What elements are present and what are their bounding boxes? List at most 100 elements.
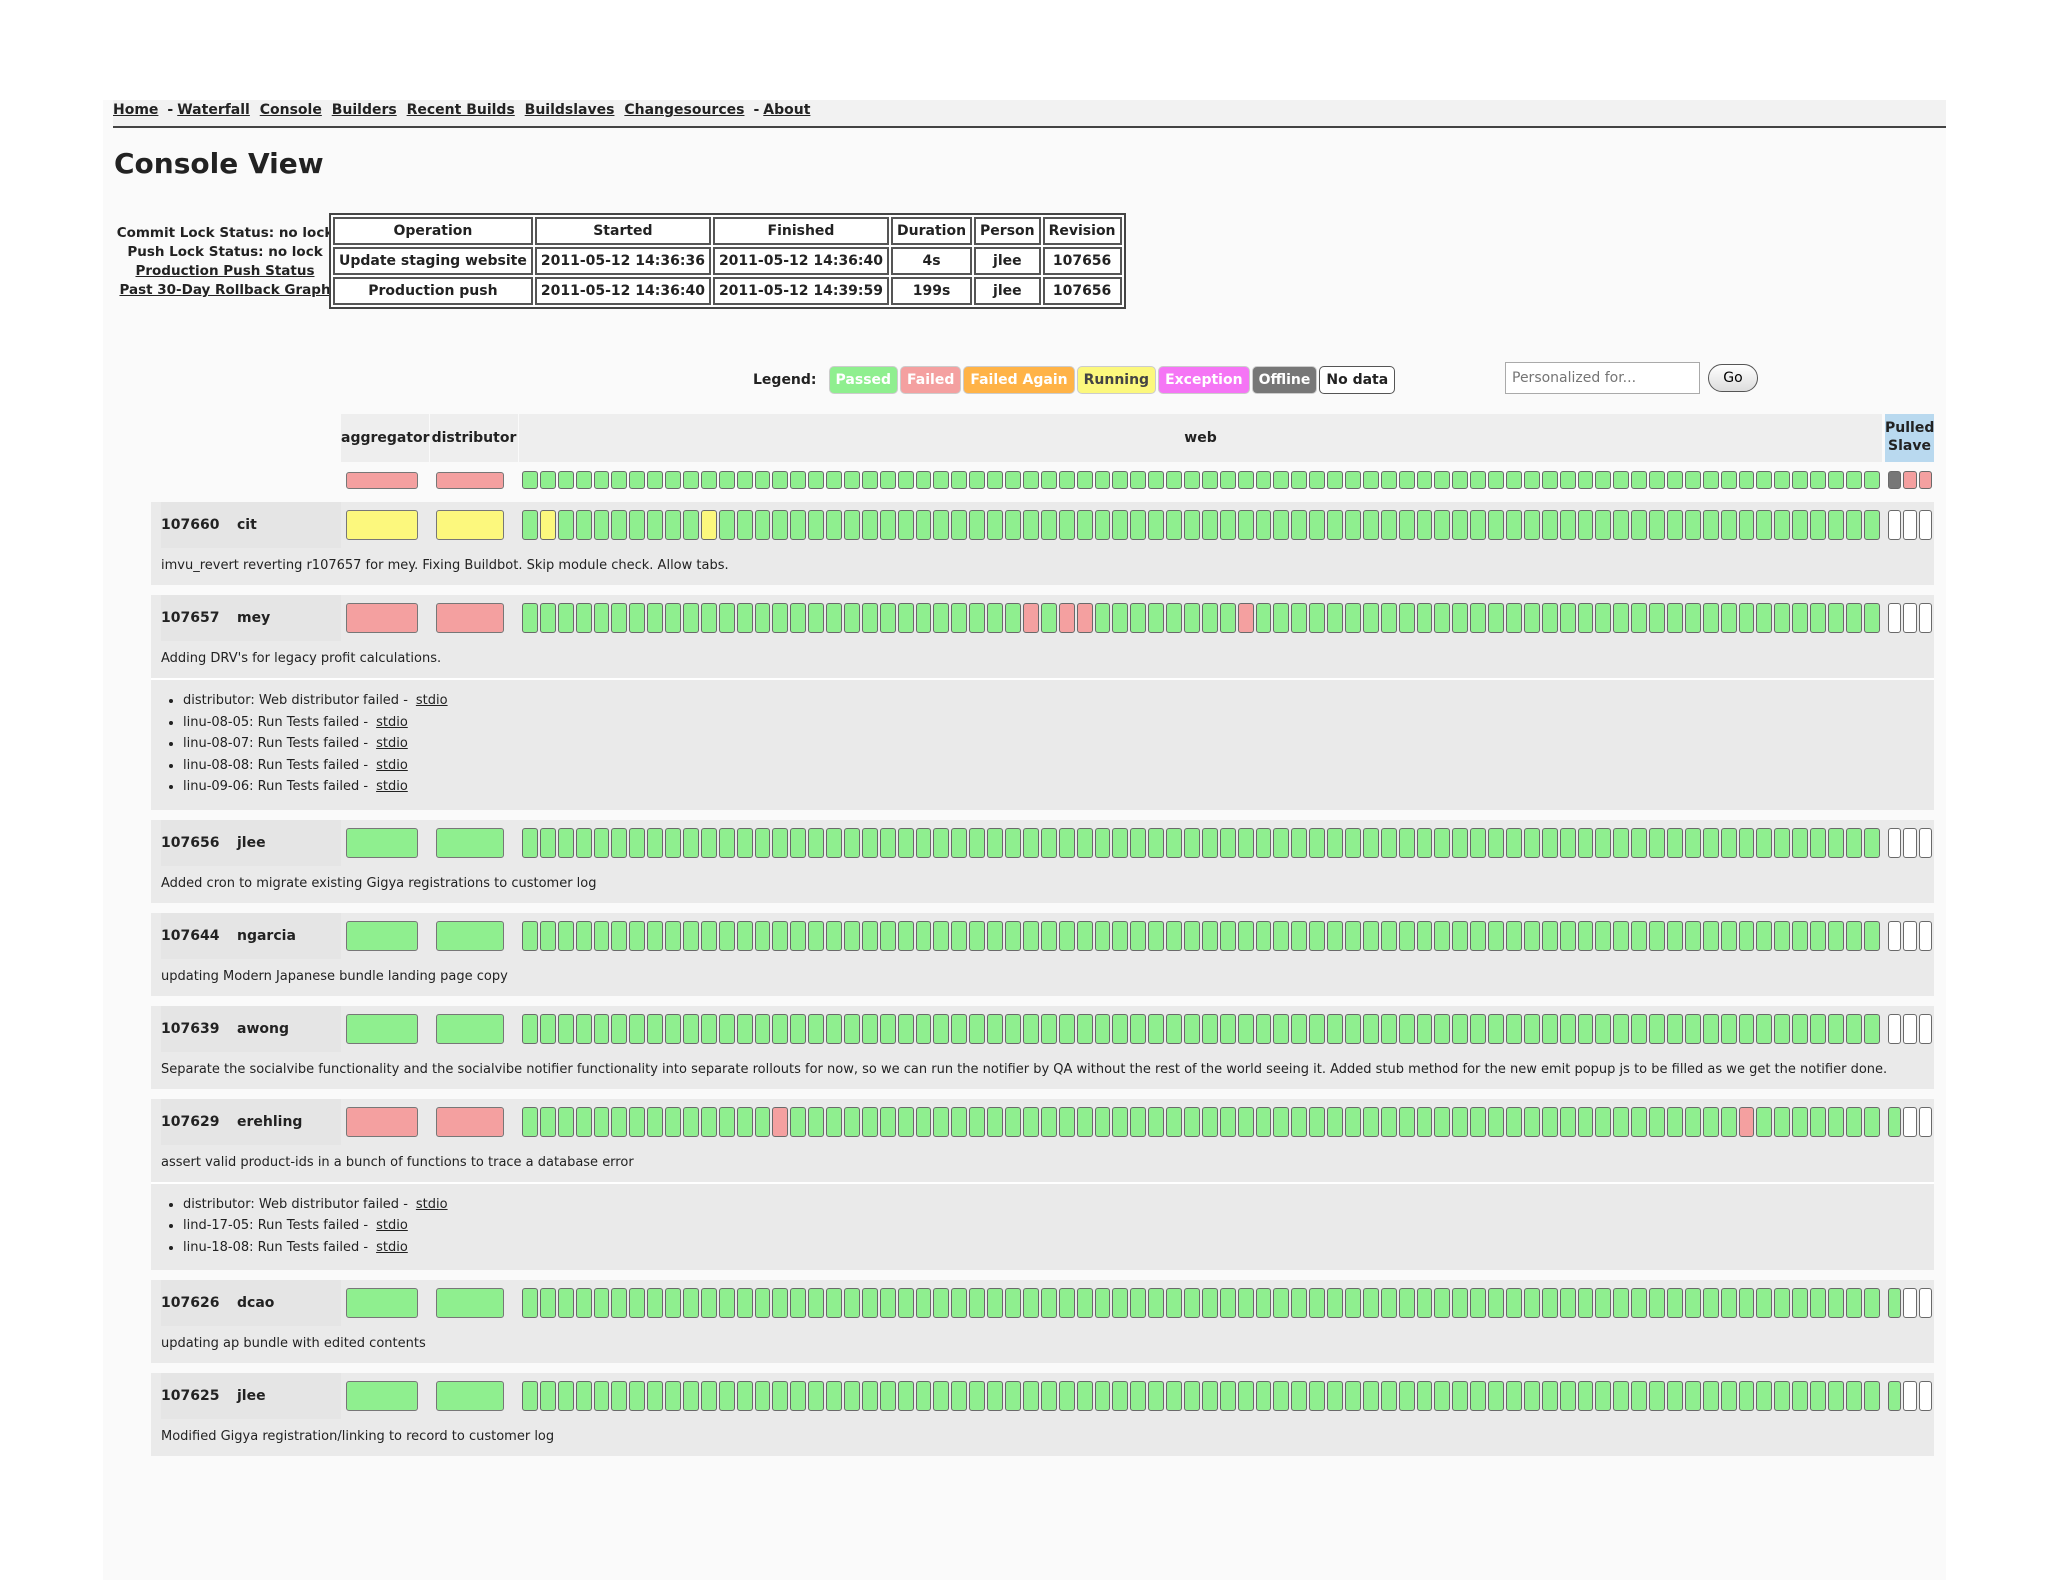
web-build-box[interactable]: [1201, 603, 1218, 633]
builder-header-distributor[interactable]: distributor: [430, 414, 518, 462]
web-build-box[interactable]: [879, 1106, 896, 1137]
web-build-box[interactable]: [1702, 510, 1719, 540]
web-build-box[interactable]: [522, 920, 538, 951]
web-build-box[interactable]: [1702, 1381, 1719, 1411]
pulled-slave-box[interactable]: [1918, 1013, 1932, 1044]
web-build-box[interactable]: [1488, 603, 1504, 633]
web-builder-status-box[interactable]: [1291, 471, 1308, 489]
web-build-box[interactable]: [1005, 1288, 1021, 1318]
web-builder-status-box[interactable]: [1792, 471, 1809, 489]
web-build-box[interactable]: [1631, 1106, 1648, 1137]
web-build-box[interactable]: [1523, 603, 1540, 633]
web-build-box[interactable]: [1237, 1106, 1254, 1137]
web-build-box[interactable]: [1667, 1013, 1683, 1044]
web-build-box[interactable]: [1631, 603, 1648, 633]
web-build-box[interactable]: [522, 603, 538, 633]
web-build-box[interactable]: [1792, 603, 1809, 633]
web-build-box[interactable]: [897, 1288, 914, 1318]
web-build-box[interactable]: [1667, 603, 1683, 633]
web-build-box[interactable]: [861, 603, 878, 633]
web-build-box[interactable]: [772, 1106, 789, 1137]
web-build-box[interactable]: [1166, 603, 1182, 633]
web-build-box[interactable]: [772, 827, 789, 858]
web-build-box[interactable]: [790, 827, 807, 858]
web-build-box[interactable]: [1792, 1106, 1809, 1137]
web-build-box[interactable]: [1667, 1381, 1683, 1411]
web-build-box[interactable]: [522, 510, 538, 540]
web-build-box[interactable]: [951, 1106, 968, 1137]
web-builder-status-box[interactable]: [1577, 471, 1594, 489]
web-build-box[interactable]: [897, 510, 914, 540]
web-build-box[interactable]: [1237, 920, 1254, 951]
web-build-box[interactable]: [1810, 827, 1827, 858]
web-builder-status-box[interactable]: [808, 471, 825, 489]
web-build-box[interactable]: [826, 1013, 843, 1044]
web-build-box[interactable]: [1559, 1106, 1576, 1137]
web-build-box[interactable]: [539, 827, 556, 858]
web-build-box[interactable]: [1684, 1288, 1701, 1318]
web-build-box[interactable]: [897, 920, 914, 951]
web-build-box[interactable]: [1595, 1106, 1612, 1137]
web-build-box[interactable]: [1720, 920, 1737, 951]
web-build-box[interactable]: [1845, 603, 1862, 633]
web-build-box[interactable]: [1183, 603, 1200, 633]
web-build-box[interactable]: [1040, 1013, 1057, 1044]
web-build-box[interactable]: [1201, 920, 1218, 951]
web-build-box[interactable]: [1005, 1013, 1021, 1044]
web-build-box[interactable]: [1631, 827, 1648, 858]
aggregator-build-box[interactable]: [346, 1381, 418, 1411]
web-build-box[interactable]: [1380, 920, 1397, 951]
web-build-box[interactable]: [700, 827, 717, 858]
web-build-box[interactable]: [700, 1381, 717, 1411]
web-build-box[interactable]: [897, 1013, 914, 1044]
web-build-box[interactable]: [1130, 827, 1147, 858]
web-build-box[interactable]: [1058, 1288, 1075, 1318]
web-build-box[interactable]: [1309, 1106, 1326, 1137]
stdio-link[interactable]: stdio: [376, 757, 408, 773]
pulled-slave-box[interactable]: [1888, 1013, 1902, 1044]
web-build-box[interactable]: [1845, 920, 1862, 951]
web-build-box[interactable]: [665, 1288, 682, 1318]
web-build-box[interactable]: [1005, 1381, 1021, 1411]
web-build-box[interactable]: [575, 603, 592, 633]
web-build-box[interactable]: [1559, 1288, 1576, 1318]
web-build-box[interactable]: [647, 1288, 664, 1318]
web-build-box[interactable]: [718, 510, 735, 540]
web-build-box[interactable]: [1738, 1288, 1755, 1318]
web-build-box[interactable]: [1183, 827, 1200, 858]
web-build-box[interactable]: [611, 1013, 628, 1044]
web-build-box[interactable]: [1434, 1106, 1451, 1137]
web-build-box[interactable]: [1810, 1288, 1827, 1318]
web-build-box[interactable]: [1058, 827, 1075, 858]
aggregator-status-box[interactable]: [346, 472, 418, 489]
web-build-box[interactable]: [1649, 1106, 1665, 1137]
pulled-slave-box[interactable]: [1918, 1381, 1932, 1411]
web-builder-status-box[interactable]: [1613, 471, 1630, 489]
web-build-box[interactable]: [772, 1288, 789, 1318]
web-build-box[interactable]: [879, 1013, 896, 1044]
web-build-box[interactable]: [1577, 1013, 1594, 1044]
web-builder-status-box[interactable]: [1559, 471, 1576, 489]
web-build-box[interactable]: [522, 1381, 538, 1411]
nav-builders[interactable]: Builders: [331, 102, 397, 118]
web-build-box[interactable]: [1237, 603, 1254, 633]
web-build-box[interactable]: [718, 1013, 735, 1044]
web-build-box[interactable]: [1022, 1106, 1039, 1137]
web-build-box[interactable]: [1058, 920, 1075, 951]
web-build-box[interactable]: [1309, 603, 1326, 633]
web-build-box[interactable]: [790, 603, 807, 633]
web-build-box[interactable]: [790, 1106, 807, 1137]
web-builder-status-box[interactable]: [1237, 471, 1254, 489]
web-build-box[interactable]: [1380, 1288, 1397, 1318]
web-build-box[interactable]: [1774, 1288, 1791, 1318]
web-build-box[interactable]: [969, 920, 986, 951]
web-build-box[interactable]: [593, 920, 610, 951]
web-build-box[interactable]: [1022, 603, 1039, 633]
web-build-box[interactable]: [1845, 1013, 1862, 1044]
web-builder-status-box[interactable]: [557, 471, 574, 489]
aggregator-build-box[interactable]: [346, 1106, 418, 1137]
web-build-box[interactable]: [1094, 1106, 1111, 1137]
web-build-box[interactable]: [1613, 603, 1630, 633]
web-build-box[interactable]: [826, 1106, 843, 1137]
aggregator-build-box[interactable]: [346, 827, 418, 858]
